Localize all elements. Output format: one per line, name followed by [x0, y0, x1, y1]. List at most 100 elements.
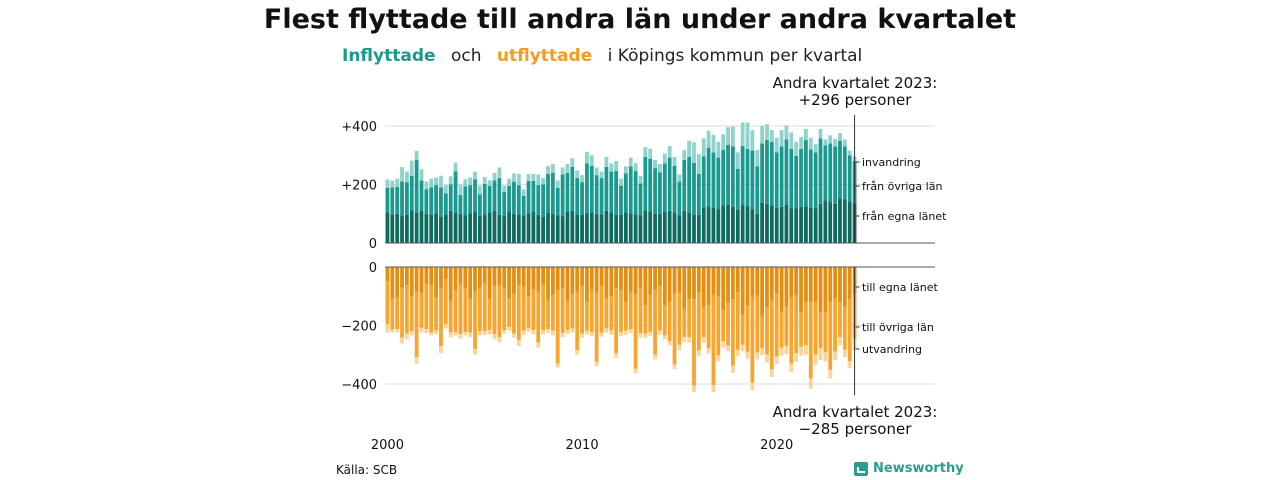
bar-out-other — [692, 299, 696, 386]
bar-out-own — [468, 267, 473, 299]
bar-out-other — [541, 285, 546, 331]
bar-in-intl — [385, 179, 390, 188]
bar-in-other — [716, 157, 721, 210]
bar-out-other — [789, 297, 794, 364]
bar-in-intl — [507, 178, 511, 186]
bar-in-other — [672, 165, 677, 213]
bar-out-other — [623, 302, 628, 331]
brand-name: Newsworthy — [873, 461, 964, 476]
bar-out-intl — [570, 328, 575, 333]
bar-in-intl — [677, 174, 682, 182]
bar-out-other — [565, 300, 570, 331]
bar-out-own — [799, 267, 803, 313]
bar-out-other — [482, 283, 487, 332]
bar-in-own — [390, 214, 395, 243]
bar-in-other — [385, 187, 390, 213]
bar-in-own — [414, 212, 419, 243]
bar-in-own — [823, 200, 828, 243]
bar-out-other — [662, 305, 667, 336]
bar-in-intl — [750, 130, 755, 151]
bar-in-intl — [721, 134, 726, 150]
bar-in-own — [789, 208, 794, 243]
bar-out-intl — [667, 341, 672, 346]
bar-in-intl — [731, 126, 735, 147]
bar-out-other — [385, 281, 390, 325]
bar-in-other — [682, 159, 687, 211]
bar-in-own — [594, 213, 599, 243]
bar-in-own — [813, 208, 818, 243]
bar-in-own — [808, 207, 813, 243]
bar-in-other — [395, 186, 400, 214]
bar-out-own — [760, 267, 765, 316]
annotation-top: Andra kvartalet 2023: +296 personer — [770, 75, 940, 109]
bar-out-intl — [482, 331, 487, 335]
bar-in-own — [463, 215, 468, 243]
bar-in-other — [784, 139, 789, 205]
bar-in-other — [439, 187, 443, 217]
bar-in-intl — [726, 127, 730, 145]
bar-out-own — [745, 267, 750, 306]
bar-out-intl — [521, 330, 526, 335]
bar-out-other — [784, 306, 789, 346]
bar-out-intl — [619, 331, 623, 337]
bar-in-own — [531, 211, 536, 243]
bar-out-intl — [429, 332, 434, 336]
bar-out-other — [594, 292, 599, 362]
bar-in-other — [575, 178, 580, 215]
bar-out-intl — [740, 344, 745, 352]
bar-in-other — [813, 152, 818, 209]
bar-out-other — [512, 293, 516, 334]
bar-out-other — [463, 287, 468, 332]
bar-in-intl — [672, 157, 677, 166]
bar-out-other — [828, 302, 833, 370]
bar-in-other — [546, 173, 550, 213]
bar-in-own — [468, 213, 473, 243]
bar-in-other — [599, 178, 604, 215]
bar-in-other — [804, 140, 808, 207]
bar-in-other — [755, 166, 760, 214]
bar-in-own — [487, 212, 492, 243]
bar-out-other — [750, 297, 755, 383]
bar-out-own — [682, 267, 687, 309]
bar-out-other — [833, 298, 838, 352]
bar-out-own — [653, 267, 657, 291]
bar-in-intl — [833, 138, 838, 147]
bar-out-intl — [794, 352, 799, 362]
bar-out-intl — [789, 363, 794, 373]
bar-out-intl — [696, 350, 701, 356]
bar-in-own — [667, 210, 672, 243]
bar-out-intl — [594, 361, 599, 366]
newsworthy-logo-icon — [854, 461, 868, 476]
bar-in-intl — [740, 122, 745, 146]
bar-out-intl — [847, 361, 852, 369]
bar-out-own — [482, 267, 487, 284]
bar-in-intl — [580, 175, 584, 183]
bar-in-own — [604, 210, 609, 243]
bar-out-own — [808, 267, 813, 302]
bar-in-intl — [409, 160, 414, 176]
bar-out-other — [682, 308, 687, 338]
bar-in-other — [735, 168, 740, 210]
bar-in-other — [497, 178, 502, 215]
bar-in-other — [711, 152, 716, 208]
bar-out-intl — [818, 348, 823, 361]
bar-in-intl — [463, 179, 468, 187]
y-tick-label: +400 — [341, 120, 377, 135]
bar-out-intl — [468, 332, 473, 338]
bar-out-other — [555, 290, 560, 364]
bar-in-own — [633, 214, 638, 243]
bar-in-other — [604, 166, 609, 211]
bar-in-other — [502, 192, 507, 217]
bar-in-own — [818, 203, 823, 243]
bar-in-own — [755, 213, 760, 243]
bar-in-other — [487, 185, 492, 213]
annotation-bottom-line1: Andra kvartalet 2023: — [772, 403, 938, 421]
bar-out-own — [424, 267, 429, 284]
bar-in-own — [599, 214, 604, 243]
bar-in-other — [628, 166, 633, 214]
bar-in-intl — [735, 152, 740, 169]
bar-out-own — [521, 267, 526, 287]
bar-in-other — [726, 144, 730, 205]
bar-out-other — [507, 298, 511, 328]
